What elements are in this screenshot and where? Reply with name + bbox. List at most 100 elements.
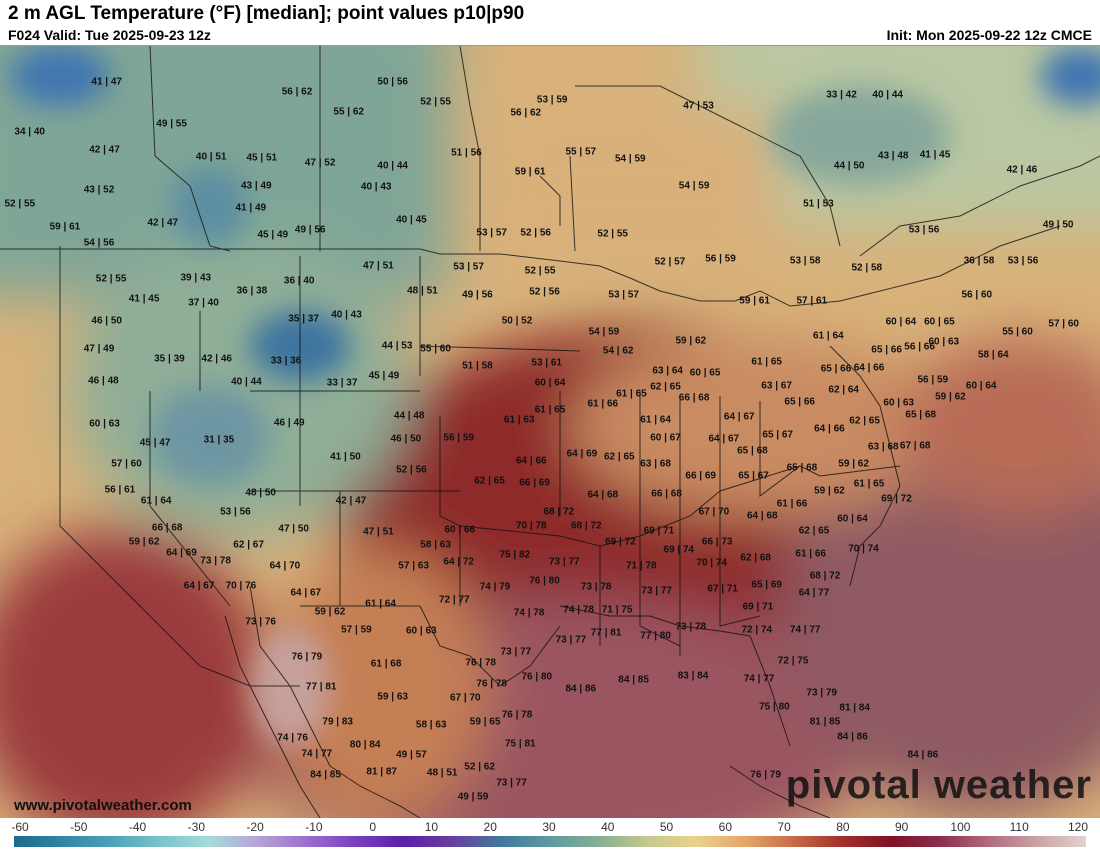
point-value-label: 65 | 66 [871,344,902,356]
point-value-label: 65 | 67 [762,429,793,441]
point-value-label: 57 | 60 [111,458,142,470]
point-value-label: 65 | 67 [738,470,769,482]
point-value-label: 36 | 38 [236,285,268,297]
map-header: 2 m AGL Temperature (°F) [median]; point… [0,0,1100,46]
colorbar-tick-label: 10 [424,820,439,834]
point-value-label: 70 | 74 [848,543,879,555]
point-value-label: 59 | 62 [838,458,869,470]
point-value-label: 55 | 60 [1002,326,1033,338]
point-value-label: 60 | 64 [965,380,997,392]
point-value-label: 52 | 57 [654,256,686,268]
point-value-label: 61 | 66 [587,398,619,410]
point-value-label: 44 | 50 [833,160,865,172]
point-value-label: 74 | 77 [743,673,775,685]
point-value-label: 50 | 52 [501,315,533,327]
colorbar-tick-label: 20 [483,820,497,834]
point-value-label: 31 | 35 [203,434,235,446]
source-url[interactable]: www.pivotalweather.com [14,797,192,814]
point-value-label: 72 | 74 [741,624,773,636]
colorbar-tick-label: 70 [777,820,791,834]
point-value-label: 71 | 75 [601,604,633,616]
point-value-label: 42 | 46 [201,353,232,365]
point-value-label: 77 | 81 [590,627,622,639]
point-value-label: 49 | 57 [396,749,427,761]
colorbar-tick-label: -20 [246,820,264,834]
point-value-label: 53 | 57 [453,261,484,273]
point-value-label: 73 | 76 [245,616,276,628]
colorbar-tick-label: 0 [369,820,376,834]
point-value-label: 50 | 56 [377,76,408,87]
colorbar-tick-label: 60 [718,820,733,834]
temperature-map[interactable]: 41 | 47 50 | 56 56 | 62 52 | 55 53 | 59 47 | … [0,46,1100,818]
point-value-label: 66 | 68 [651,488,682,500]
point-value-label: 65 | 66 [784,396,815,408]
point-value-label: 41 | 47 [91,76,122,88]
colorbar-tick-label: 90 [894,820,909,834]
point-value-label: 60 | 63 [89,418,120,430]
point-value-label: 41 | 49 [235,202,267,214]
point-value-label: 60 | 64 [885,316,917,328]
point-value-label: 74 | 77 [789,624,821,636]
point-value-label: 52 | 55 [597,228,628,240]
point-value-label: 60 | 65 [689,367,721,379]
point-value-label: 69 | 72 [605,536,636,548]
point-value-label: 43 | 52 [83,184,115,196]
point-value-label: 49 | 56 [294,224,326,236]
point-value-label: 65 | 68 [905,409,936,421]
point-value-label: 81 | 85 [809,716,841,728]
point-value-label: 40 | 44 [231,376,262,388]
point-value-label: 73 | 78 [580,581,612,593]
point-value-label: 53 | 56 [908,224,940,236]
colorbar-tick-label: 80 [836,820,850,834]
point-value-label: 64 | 66 [853,362,885,374]
point-value-label: 64 | 68 [587,489,619,501]
colorbar-tick-label: 110 [1009,820,1029,834]
point-value-label: 72 | 77 [438,594,470,606]
point-value-label: 40 | 45 [396,214,427,226]
point-value-label: 59 | 62 [935,391,966,403]
point-value-label: 69 | 71 [742,601,774,613]
point-value-label: 42 | 47 [89,144,120,156]
point-value-label: 81 | 84 [839,702,870,714]
point-value-label: 56 | 59 [705,253,736,265]
point-value-label: 70 | 74 [696,557,727,569]
point-value-label: 56 | 59 [917,374,949,385]
point-value-label: 58 | 63 [415,719,447,731]
colorbar-tick-label: -10 [305,820,323,834]
point-value-label: 64 | 69 [166,547,197,559]
point-value-label: 43 | 49 [240,180,272,192]
point-value-label: 61 | 66 [795,548,826,560]
point-value-label: 52 | 56 [529,286,560,298]
point-value-label: 45 | 51 [246,152,278,164]
point-value-label: 53 | 56 [220,506,251,518]
point-value-label: 64 | 68 [746,510,778,522]
point-value-label: 55 | 60 [420,343,451,355]
point-value-label: 43 | 48 [877,150,909,162]
point-value-label: 48 | 50 [245,487,276,499]
point-value-label: 57 | 63 [398,560,429,572]
point-value-label: 52 | 56 [520,227,551,239]
point-value-label: 40 | 43 [360,181,392,192]
point-value-label: 35 | 37 [288,313,319,325]
point-value-label: 40 | 44 [872,89,903,101]
point-value-label: 33 | 37 [326,377,358,389]
point-value-label: 53 | 57 [476,227,507,239]
point-value-label: 66 | 69 [519,477,550,489]
point-value-label: 84 | 85 [310,769,341,781]
point-value-label: 58 | 64 [977,349,1009,361]
point-value-label: 41 | 50 [330,451,361,463]
point-value-label: 69 | 71 [643,525,675,537]
point-value-label: 66 | 68 [678,392,710,404]
point-value-label: 55 | 57 [565,146,597,158]
pivotal-weather-logo: pivotal weather [785,763,1092,807]
point-value-label: 66 | 68 [151,522,183,534]
point-value-label: 62 | 65 [474,475,505,487]
point-value-label: 47 | 51 [363,260,394,272]
point-value-label: 62 | 65 [798,525,830,537]
point-value-label: 70 | 78 [515,520,547,532]
colorbar-tick-label: 50 [659,820,674,834]
point-value-label: 41 | 45 [919,149,951,161]
point-value-label: 51 | 53 [803,198,834,210]
point-value-label: 76 | 80 [529,575,560,587]
point-value-label: 64 | 77 [798,587,830,599]
